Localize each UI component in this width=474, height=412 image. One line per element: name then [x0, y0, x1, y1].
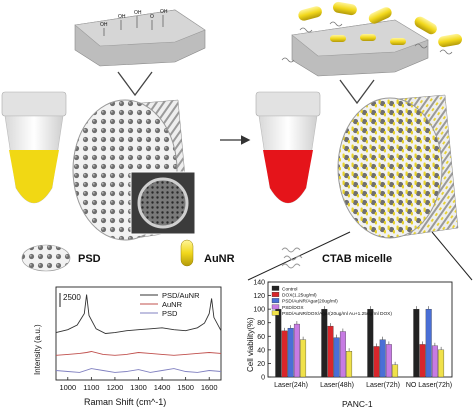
viability-bar [438, 349, 445, 378]
viability-y-tick-label: 40 [257, 347, 265, 354]
raman-legend-label: PSD [162, 309, 178, 318]
raman-x-tick-label: 1400 [154, 383, 171, 392]
raman-series-line [55, 294, 222, 334]
raman-x-tick-label: 1200 [107, 383, 124, 392]
sem-inset [130, 171, 196, 235]
viability-category-label: Laser(24h) [274, 382, 308, 389]
funnel-arrow-left [117, 71, 153, 97]
raman-x-tick-label: 1100 [83, 383, 99, 392]
viability-y-tick-label: 60 [257, 334, 265, 341]
viability-bar [379, 339, 386, 378]
tube-red [255, 91, 321, 204]
aunr-icon [180, 239, 194, 267]
viability-bar [339, 331, 346, 378]
viability-y-axis-label: Cell viability(%) [246, 317, 255, 372]
viability-y-tick-label: 0 [261, 375, 265, 382]
tube-yellow [1, 91, 67, 204]
raman-series-line [55, 368, 222, 373]
viability-legend-label: PSD/AuNR/DOX/Agar(20ug/ml Au+1.25ug/ml D… [282, 311, 392, 317]
viability-bar [327, 325, 334, 378]
raman-scale-label: 2500 [63, 293, 81, 302]
gold-nanorods-floating [298, 1, 462, 48]
psd-substrate-oh-groups: OH OH O OH OH [74, 9, 206, 67]
viability-bar [373, 346, 380, 378]
viability-bar [287, 327, 294, 378]
viability-legend-label: PSD/DOX [282, 305, 304, 311]
viability-legend-label: Control [282, 286, 297, 292]
psd-icon [21, 244, 71, 272]
raman-chart: 1000 1100 1200 1300 1400 1500 1600 2500 PSD/Au… [33, 286, 222, 407]
viability-bar [275, 308, 282, 378]
raman-x-axis-label: Raman Shift (cm^-1) [84, 397, 166, 407]
svg-text:OH: OH [118, 14, 126, 20]
viability-bar [333, 337, 340, 378]
raman-y-axis-label: Intensity (a.u.) [33, 324, 42, 375]
viability-bar [300, 339, 307, 378]
legend-ctab: CTAB micelle [281, 247, 392, 269]
viability-bar [431, 345, 438, 378]
raman-x-tick-label: 1500 [177, 383, 194, 392]
viability-legend-label: DOX(1.25ug/ml) [282, 293, 317, 299]
viability-x-axis-label: PANC-1 [342, 399, 373, 409]
raman-x-tick-label: 1300 [130, 383, 147, 392]
viability-y-tick-label: 100 [253, 307, 265, 314]
psd-substrate-aunr [281, 19, 453, 77]
viability-bar [419, 344, 426, 378]
raman-x-tick-label: 1000 [59, 383, 76, 392]
viability-bar [367, 308, 374, 378]
viability-bar [346, 351, 353, 378]
funnel-arrow-right [339, 79, 375, 105]
viability-bar [413, 308, 420, 378]
viability-bar [425, 308, 432, 378]
viability-legend-swatch [271, 304, 280, 310]
viability-bar [321, 308, 328, 378]
viability-y-tick-label: 140 [253, 280, 265, 287]
svg-text:O: O [150, 14, 154, 20]
viability-bar [281, 330, 288, 378]
svg-text:OH: OH [134, 10, 142, 16]
legend-aunr: AuNR [180, 239, 235, 267]
raman-x-tick-label: 1600 [201, 383, 218, 392]
viability-y-tick-label: 80 [257, 320, 265, 327]
viability-legend-swatch [271, 298, 280, 304]
viability-y-tick-label: 120 [253, 293, 265, 300]
viability-category-label: Laser(72h) [366, 382, 400, 389]
viability-legend-label: PSD/AuNR/Agar(20ug/ml) [282, 299, 338, 305]
ctab-micelle-icon [281, 247, 303, 269]
viability-bar [293, 323, 300, 378]
viability-bar [385, 344, 392, 378]
viability-y-tick-label: 20 [257, 361, 265, 368]
viability-category-label: NO Laser(72h) [406, 382, 452, 389]
psd-aunr-cylinder [337, 94, 459, 239]
viability-bar [392, 364, 399, 378]
raman-legend: PSD/AuNR AuNR PSD [140, 291, 200, 318]
svg-text:OH: OH [100, 22, 108, 28]
viability-legend-swatch [271, 285, 280, 291]
svg-text:OH: OH [160, 9, 168, 15]
legend-psd: PSD [21, 244, 101, 272]
raman-plot-area [55, 286, 222, 381]
legend-psd-label: PSD [78, 253, 101, 265]
viability-legend-swatch [271, 292, 280, 297]
viability-category-label: Laser(48h) [320, 382, 354, 389]
raman-series-line [55, 351, 222, 356]
legend-ctab-label: CTAB micelle [322, 253, 392, 265]
viability-chart: 0 20 40 60 80 100 120 140 Laser(24h) Laser(48h) L… [246, 280, 453, 409]
legend-aunr-label: AuNR [204, 253, 235, 265]
raman-legend-label: AuNR [162, 300, 183, 309]
raman-legend-label: PSD/AuNR [162, 291, 200, 300]
viability-legend-swatch [271, 310, 280, 316]
